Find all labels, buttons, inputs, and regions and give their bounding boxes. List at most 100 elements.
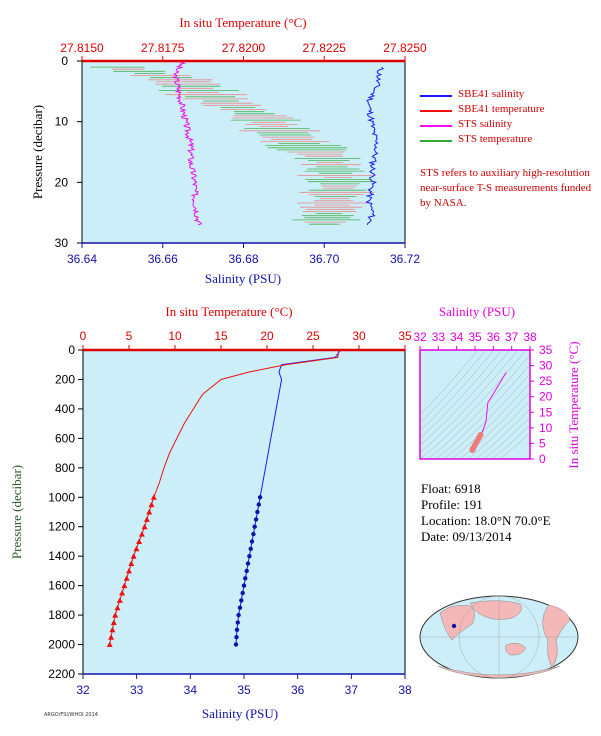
- ts-temp-tick-label: 5: [539, 436, 546, 450]
- map-land-americas: [542, 604, 571, 669]
- legend-item: SBE41 salinity: [420, 88, 544, 103]
- temperature-point: [121, 582, 128, 589]
- ts-sal-tick-label: 32: [413, 330, 427, 344]
- top-temp-tick-label: 27.8175: [141, 41, 185, 55]
- ts-salinity-ticks: 32 33 34 35 36 37 38: [413, 330, 537, 350]
- top-temp-tick-label: 27.8250: [383, 41, 427, 55]
- density-contour: [443, 373, 530, 459]
- location: Location: 18.0°N 70.0°E: [421, 513, 551, 528]
- salinity-point: [241, 583, 247, 588]
- main-pres-tick-label: 400: [55, 402, 75, 416]
- legend-item: STS temperature: [420, 133, 544, 148]
- density-contour: [427, 354, 530, 459]
- main-pres-tick-label: 600: [55, 431, 75, 445]
- salinity-point: [257, 495, 263, 500]
- top-pressure-ticks: 0 10 20 30: [55, 54, 82, 250]
- legend-swatch: [420, 140, 452, 142]
- top-salinity-ticks: 36.64 36.66 36.68 36.70 36.72: [67, 243, 420, 266]
- top-temp-axis-title: In situ Temperature (°C): [179, 15, 306, 30]
- sts-note: STS refers to auxiliary high-resolution …: [420, 167, 592, 209]
- salinity-point: [236, 612, 241, 618]
- ts-temp-tick-label: 30: [539, 359, 553, 373]
- top-sal-tick-label: 36.66: [148, 252, 178, 266]
- temperature-point: [143, 516, 150, 522]
- top-series-group: [90, 60, 384, 226]
- main-pres-tick-label: 200: [55, 372, 75, 386]
- salinity-point: [248, 546, 253, 551]
- ts-temp-tick-label: 0: [539, 452, 546, 466]
- main-pres-tick-label: 0: [68, 343, 75, 357]
- temperature-point: [138, 531, 145, 537]
- ts-sal-tick-label: 34: [450, 330, 464, 344]
- main-pres-tick-label: 1800: [48, 608, 75, 622]
- world-map: [419, 595, 579, 679]
- main-sal-tick-label: 32: [76, 683, 90, 697]
- ts-point: [469, 447, 476, 453]
- density-contour: [499, 432, 530, 459]
- density-contour: [420, 350, 487, 424]
- ts-sal-tick-label: 38: [523, 330, 537, 344]
- profile-number: Profile: 191: [421, 497, 483, 512]
- temperature-point: [126, 567, 132, 574]
- main-sal-tick-label: 34: [184, 683, 198, 697]
- ts-temp-tick-label: 25: [539, 374, 553, 388]
- legend-label: SBE41 salinity: [458, 88, 525, 100]
- main-sal-tick-label: 35: [237, 683, 251, 697]
- legend-swatch: [420, 110, 452, 112]
- top-temp-tick-label: 27.8225: [303, 41, 347, 55]
- temperature-point: [112, 612, 119, 618]
- density-contour: [420, 350, 511, 446]
- main-pres-tick-label: 1400: [48, 549, 75, 563]
- density-contour: [420, 350, 527, 459]
- main-pres-tick-label: 800: [55, 461, 75, 475]
- main-sal-tick-label: 33: [130, 683, 144, 697]
- main-temp-ticks: 0 5 10 15 20 25 30 35: [80, 329, 412, 350]
- map-land-australia: [505, 642, 527, 656]
- legend-item: SBE41 temperature: [420, 103, 544, 118]
- main-pressure-axis-title: Pressure (decibar): [9, 465, 24, 559]
- temperature-point: [108, 634, 115, 640]
- sbe41-salinity-line: [365, 66, 384, 225]
- main-temp-tick-label: 25: [306, 329, 320, 343]
- main-sal-tick-label: 36: [291, 683, 305, 697]
- sts-salinity-line: [172, 60, 203, 226]
- top-pressure-axis-title: Pressure (decibar): [30, 105, 45, 199]
- ts-sal-tick-label: 37: [505, 330, 519, 344]
- ts-sal-tick-label: 35: [468, 330, 482, 344]
- main-pres-tick-label: 1600: [48, 579, 75, 593]
- main-temp-tick-label: 15: [214, 329, 228, 343]
- density-contour: [435, 364, 530, 459]
- temperature-point: [114, 604, 121, 611]
- density-contour: [420, 350, 479, 416]
- top-temp-tick-label: 27.8200: [222, 41, 266, 55]
- top-pres-tick-label: 10: [55, 115, 69, 129]
- top-pres-tick-label: 0: [61, 54, 68, 68]
- density-contour: [491, 424, 530, 459]
- main-chart: In situ Temperature (°C) 0 5 10 15 20 25 30 35 …: [9, 304, 412, 721]
- temperature-profile-line: [109, 349, 340, 645]
- density-contour: [451, 382, 530, 459]
- main-salinity-axis-title: Salinity (PSU): [202, 706, 278, 721]
- ts-temp-tick-label: 20: [539, 390, 553, 404]
- temperature-point: [148, 501, 155, 508]
- salinity-point: [243, 576, 248, 581]
- main-sal-tick-label: 38: [398, 683, 412, 697]
- salinity-point: [253, 517, 259, 522]
- salinity-point: [256, 502, 261, 507]
- legend-label: SBE41 temperature: [458, 103, 545, 115]
- ts-temp-tick-label: 35: [539, 343, 553, 357]
- main-salinity-ticks: 32 33 34 35 36 37 38: [76, 674, 412, 697]
- top-sal-tick-label: 36.64: [67, 252, 97, 266]
- main-temp-tick-label: 5: [126, 329, 133, 343]
- float-id: Float: 6918: [421, 481, 481, 496]
- density-contour: [420, 350, 519, 453]
- top-sal-tick-label: 36.70: [309, 252, 339, 266]
- ts-density-contours: [420, 350, 530, 459]
- density-contour: [475, 408, 530, 459]
- legend: SBE41 salinity SBE41 temperature STS sal…: [420, 88, 544, 148]
- float-location-marker: [451, 623, 457, 629]
- salinity-point: [237, 605, 243, 610]
